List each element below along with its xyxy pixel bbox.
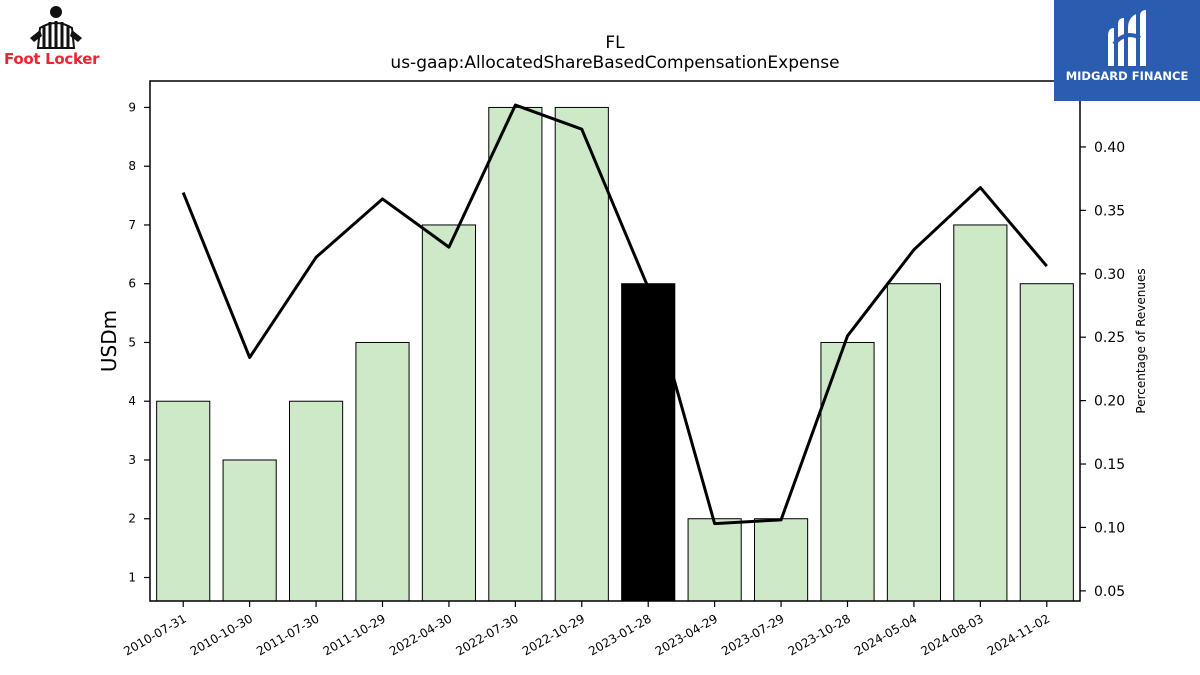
line-series: [181, 103, 1048, 526]
x-tick-label: 2010-10-30: [188, 611, 255, 658]
x-tick-label: 2024-11-02: [985, 611, 1052, 658]
y2-tick-label: 0.10: [1094, 520, 1125, 536]
bar: [1019, 283, 1074, 602]
bar: [156, 400, 211, 602]
bar: [222, 459, 277, 602]
y2-tick-label: 0.20: [1094, 394, 1125, 410]
y-axis-label-left: USDm: [97, 310, 121, 372]
x-tick-label: 2011-10-29: [321, 611, 388, 658]
midgard-finance-wordmark: MIDGARD FINANCE: [1065, 69, 1189, 83]
line-series-path: [181, 103, 1048, 526]
y2-tick-label: 0.35: [1094, 203, 1125, 219]
x-tick-label: 2024-08-03: [918, 611, 985, 658]
bar: [554, 106, 609, 602]
x-tick-label: 2022-04-30: [387, 611, 454, 658]
x-tick-label: 2023-07-29: [719, 611, 786, 658]
bar: [886, 283, 941, 602]
chart-subtitle: us-gaap:AllocatedShareBasedCompensationE…: [390, 53, 839, 73]
bar: [621, 283, 676, 602]
bar: [289, 400, 344, 602]
y-tick-label: 7: [128, 218, 136, 232]
y2-tick-label: 0.15: [1094, 457, 1125, 473]
bar: [687, 518, 742, 602]
x-tick-label: 2011-07-30: [254, 611, 321, 658]
midgard-m-icon: [1108, 10, 1146, 66]
bar-series: [156, 106, 1074, 602]
y-tick-label: 9: [128, 100, 136, 114]
bar: [488, 106, 543, 602]
bar: [754, 518, 809, 602]
bar: [355, 341, 410, 602]
foot-locker-logo: Foot Locker: [0, 0, 112, 75]
bar: [820, 341, 875, 602]
x-tick-label: 2023-04-29: [653, 611, 720, 658]
y-tick-label: 4: [128, 394, 136, 408]
y-tick-label: 8: [128, 159, 136, 173]
y2-tick-label: 0.30: [1094, 267, 1125, 283]
y-tick-label: 5: [128, 335, 136, 349]
foot-locker-wordmark: Foot Locker: [4, 50, 100, 68]
bar: [421, 224, 477, 602]
y-tick-label: 1: [128, 570, 136, 584]
y-tick-label: 2: [128, 512, 136, 526]
x-tick-label: 2023-01-28: [586, 611, 653, 658]
y2-tick-label: 0.05: [1094, 584, 1125, 600]
y2-tick-label: 0.25: [1094, 330, 1125, 346]
bar: [953, 224, 1008, 602]
x-tick-label: 2023-10-28: [786, 611, 853, 658]
referee-icon: [30, 6, 82, 49]
y2-tick-label: 0.40: [1094, 140, 1125, 156]
axes: [149, 80, 1081, 602]
plot-frame: [149, 80, 1081, 602]
x-tick-label: 2024-05-04: [852, 611, 919, 658]
y-tick-label: 3: [128, 453, 136, 467]
y-tick-label: 6: [128, 277, 136, 291]
x-tick-label: 2022-10-29: [520, 611, 587, 658]
y-axis-label-right: Percentage of Revenues: [1134, 268, 1148, 413]
midgard-finance-logo: MIDGARD FINANCE: [1054, 0, 1200, 101]
chart-title: FL: [605, 33, 625, 53]
x-tick-label: 2010-07-31: [121, 611, 188, 658]
x-tick-label: 2022-07-30: [453, 611, 520, 658]
